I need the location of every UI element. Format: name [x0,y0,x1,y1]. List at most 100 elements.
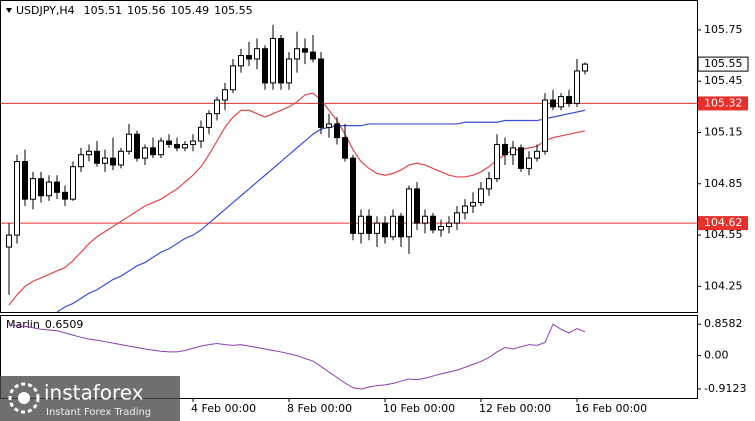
watermark-logo-core [18,392,30,404]
candle-body [22,161,28,200]
symbol: USDJPY,H4 [16,4,75,17]
candle-body [486,178,492,190]
candle-body [46,181,52,197]
candle-body [30,178,36,200]
candle-body [94,150,100,164]
candle-body [78,154,84,168]
candle-body [182,143,188,149]
y-tick-label: 105.15 [704,125,743,138]
candle-body [454,212,460,224]
candle-body [166,140,172,145]
candle-body [318,58,324,128]
x-tick-label: 12 Feb 00:00 [479,402,551,415]
candle-body [294,48,300,60]
candle-body [102,157,108,164]
candle-body [222,89,228,101]
candle-body [326,123,332,128]
indicator-tick-label: -0.9123 [704,382,746,395]
candle-body [110,157,116,166]
candle-body [526,157,532,169]
candle-body [198,126,204,142]
candle-body [366,215,372,234]
x-tick-label: 10 Feb 00:00 [383,402,455,415]
level-label-bg [698,216,748,231]
watermark-logo [8,382,40,414]
indicator-line [8,323,586,390]
candle-body [70,166,76,200]
last-high: 105.56 [127,4,166,17]
level-label: 105.32 [704,96,743,109]
candle-body [534,150,540,159]
candle-body [430,215,436,231]
candle-body [382,222,388,238]
candle-body [254,48,260,60]
y-tick-label: 104.55 [704,228,743,241]
candle-body [518,147,524,169]
chart-header: USDJPY,H4 105.51 105.56 105.49 105.55 [16,4,253,17]
candle-body [62,191,68,200]
candle-body [38,178,44,197]
candle-body [286,58,292,84]
candle-body [278,37,284,84]
candle-body [414,188,420,224]
candle-body [190,140,196,145]
candle-body [398,215,404,238]
indicator-value: 0.6509 [45,318,84,331]
candle-body [302,48,308,53]
indicator-tick-label: 0.00 [704,349,729,362]
candle-body [246,55,252,60]
candle-body [350,157,356,234]
candle-body [270,37,276,84]
candle-body [566,96,572,104]
watermark-brand: instaforex [44,381,144,405]
x-tick-label: 4 Feb 00:00 [191,402,256,415]
candle-body [342,137,348,159]
candle-body [142,147,148,159]
candle-body [470,202,476,207]
indicator-name: Marlin [6,318,40,331]
candle-body [334,123,340,139]
watermark-bg [0,376,180,421]
candle-body [126,133,132,152]
candle-body [118,150,124,166]
candle-body [462,205,468,214]
candle-body [238,55,244,67]
level-label-bg [698,96,748,111]
indicator-header: Marlin 0.6509 [6,318,83,331]
level-label: 104.62 [704,216,743,229]
candle-body [174,143,180,149]
candle-body [574,70,580,104]
candle-body [358,215,364,234]
candle-body [510,147,516,156]
last-open: 105.51 [84,4,123,17]
candle-body [542,99,548,152]
candle-body [86,150,92,156]
last-low: 105.49 [171,4,210,17]
price-label-bg [697,56,749,72]
last-close: 105.55 [214,4,253,17]
candle-body [438,226,444,231]
y-tick-label: 105.45 [704,74,743,87]
candle-body [494,143,500,180]
candle-body [406,188,412,238]
candle-body [478,188,484,204]
candle-body [582,63,588,72]
watermark-tagline: Instant Forex Trading [46,407,151,418]
y-tick-label: 105.75 [704,23,743,36]
candle-body [6,234,12,248]
candle-body [558,96,564,108]
candle-body [374,222,380,234]
x-tick-label: 16 Feb 00:00 [575,402,647,415]
candle-body [262,48,268,84]
y-tick-label: 104.85 [704,177,743,190]
candle-body [422,215,428,224]
watermark: instaforex Instant Forex Trading [0,376,180,421]
candle-body [390,215,396,238]
ma-line [8,92,586,306]
main-panel [0,0,698,313]
indicator-tick-label: 0.8582 [704,317,743,330]
candle-body [230,65,236,91]
candle-body [206,113,212,128]
header-icon [6,8,12,13]
